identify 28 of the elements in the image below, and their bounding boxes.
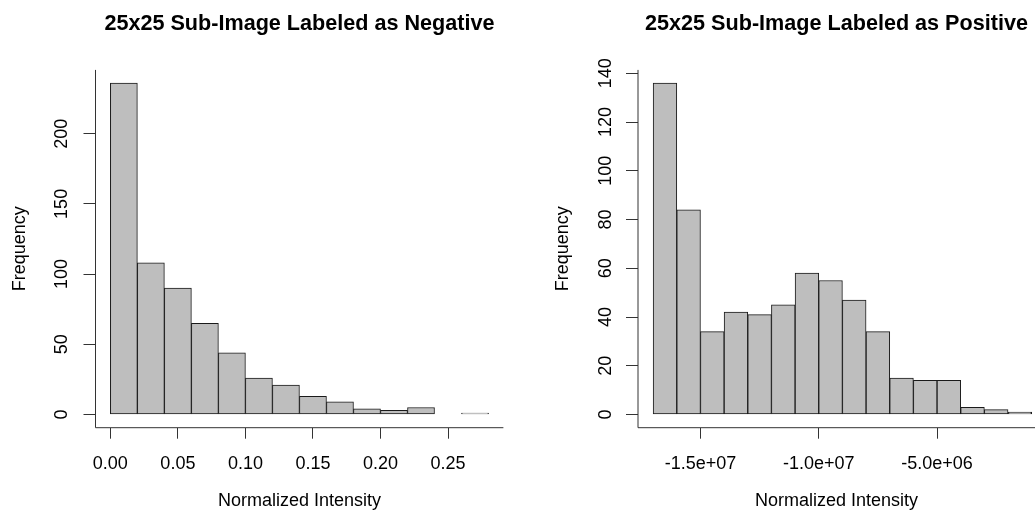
x-tick-label: 0.25: [430, 453, 466, 474]
y-tick-label: 50: [51, 334, 72, 355]
y-tick-label: 0: [51, 409, 72, 420]
x-tick-label: 0.20: [362, 453, 399, 474]
x-tick-label: 0.00: [92, 453, 128, 474]
x-tick-label: 0.15: [295, 453, 331, 474]
y-tick-label: 80: [594, 209, 615, 230]
x-axis-title: Normalized Intensity: [754, 490, 919, 511]
x-tick-label: 0.05: [160, 453, 196, 474]
x-tick-label: -1.5e+07: [664, 453, 737, 474]
x-tick-label: 0.10: [227, 453, 263, 474]
chart-title: 25x25 Sub-Image Labeled as Negative: [104, 9, 495, 35]
chart-title: 25x25 Sub-Image Labeled as Positive: [645, 9, 1028, 35]
x-tick-label: -1.0e+07: [782, 453, 855, 474]
y-tick-label: 100: [51, 259, 72, 290]
y-axis-title: Frequency: [8, 206, 29, 292]
y-tick-label: 140: [594, 58, 615, 89]
y-tick-label: 0: [594, 409, 615, 420]
y-tick-label: 100: [594, 155, 615, 186]
x-axis-title: Normalized Intensity: [217, 490, 381, 511]
y-tick-label: 200: [51, 118, 72, 149]
y-tick-label: 40: [594, 307, 615, 328]
y-tick-label: 120: [594, 107, 615, 138]
y-axis-title: Frequency: [551, 206, 572, 292]
y-tick-label: 150: [51, 188, 72, 219]
y-tick-label: 20: [594, 355, 615, 376]
y-tick-label: 60: [594, 258, 615, 279]
x-tick-label: -5.0e+06: [901, 453, 973, 474]
